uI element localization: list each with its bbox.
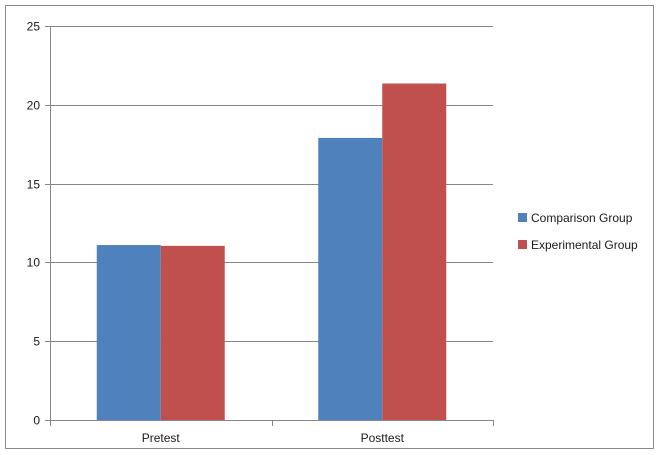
x-category-label: Pretest [142,431,181,445]
legend-label: Comparison Group [531,211,633,225]
x-category-label: Posttest [361,431,405,445]
y-tick-label: 10 [27,256,41,270]
bars [96,83,447,421]
legend-label: Experimental Group [531,238,638,252]
bar [382,83,447,421]
y-tick-label: 5 [33,335,40,349]
bar [160,245,225,420]
y-tick-labels: 0 5 10 15 20 25 [27,20,41,428]
bar [96,245,161,420]
y-tick-label: 25 [27,20,41,34]
legend-swatch [518,240,527,249]
y-tick-label: 15 [27,178,41,192]
legend: Comparison Group Experimental Group [518,211,638,252]
legend-swatch [518,213,527,222]
y-tick-label: 0 [33,414,40,428]
axes [45,26,494,426]
x-category-labels: Pretest Posttest [142,431,405,445]
y-tick-label: 20 [27,99,41,113]
bar [318,137,383,420]
